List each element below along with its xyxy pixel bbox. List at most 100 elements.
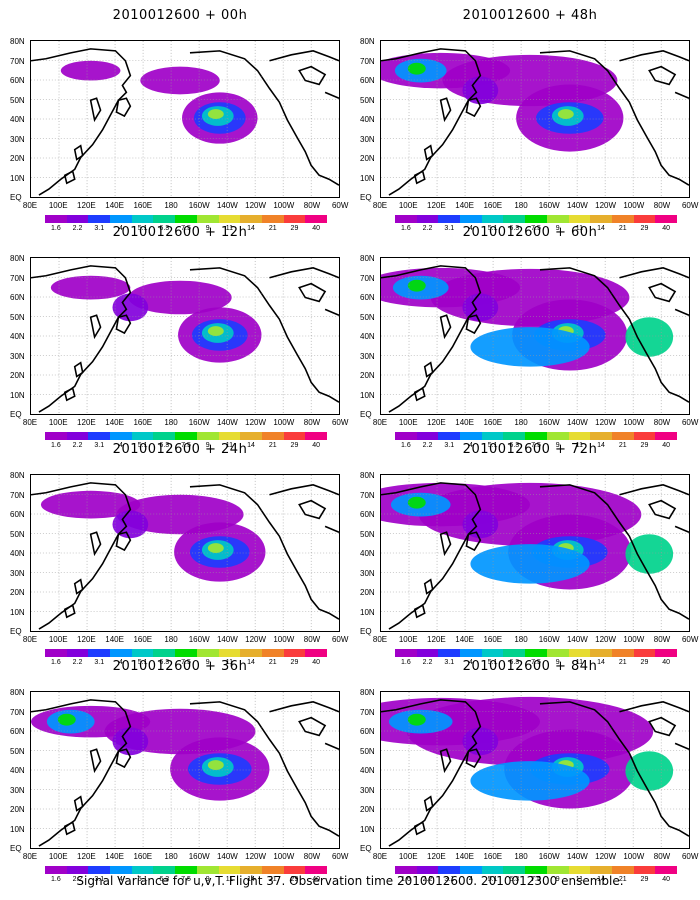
lon-label: 120W xyxy=(595,201,617,210)
lon-label: 80E xyxy=(22,852,38,861)
colorbar-label: 14 xyxy=(247,225,255,232)
lon-label: 160E xyxy=(133,418,153,427)
lon-label: 60W xyxy=(331,418,349,427)
lat-label: 10N xyxy=(360,607,375,617)
colorbar-swatch xyxy=(196,866,219,874)
lat-label: 20N xyxy=(10,588,25,597)
colorbar-swatch xyxy=(45,215,67,223)
colorbar-swatch xyxy=(88,215,111,223)
lon-label: 80W xyxy=(303,635,321,644)
lon-label: 160E xyxy=(483,635,503,644)
colorbar-swatch xyxy=(45,649,67,657)
variance-map xyxy=(30,474,340,632)
lat-label: 80N xyxy=(10,37,25,46)
colorbar-label: 4 xyxy=(468,876,473,883)
lon-label: 180 xyxy=(164,852,178,861)
colorbar-swatch xyxy=(655,866,677,874)
colorbar-label: 29 xyxy=(640,442,649,449)
variance-map xyxy=(30,691,340,849)
colorbar-swatch xyxy=(503,649,526,657)
colorbar-swatch xyxy=(66,649,89,657)
colorbar-swatch xyxy=(611,432,634,440)
lat-label: EQ xyxy=(360,844,372,853)
colorbar xyxy=(45,866,327,874)
colorbar-label: 9 xyxy=(555,659,560,666)
colorbar-swatch xyxy=(110,432,132,440)
colorbar-swatch xyxy=(590,215,612,223)
colorbar-swatch xyxy=(131,866,154,874)
forecast-panel: 2010012600 + 00h 80N 70N 60N 50N 40N 30N 20N 10N… xyxy=(10,8,350,232)
colorbar-label: 1.6 xyxy=(400,225,411,232)
lon-label: 100W xyxy=(273,418,295,427)
colorbar-swatch xyxy=(305,215,327,223)
lat-label: 50N xyxy=(360,95,375,105)
colorbar-swatch xyxy=(153,649,176,657)
lon-label: 140W xyxy=(216,201,238,210)
lon-label: 120W xyxy=(245,418,267,427)
colorbar-label: 40 xyxy=(312,225,321,232)
colorbar-swatch xyxy=(655,215,677,223)
colorbar-label: 2.2 xyxy=(422,225,433,232)
panel-title: 2010012600 + 48h xyxy=(462,8,598,23)
colorbar-swatch xyxy=(305,866,327,874)
panel-title: 2010012600 + 60h xyxy=(462,225,598,240)
colorbar-swatch xyxy=(525,432,547,440)
colorbar-label: 1.6 xyxy=(50,442,61,449)
colorbar-swatch xyxy=(611,866,634,874)
lon-label: 80W xyxy=(653,852,671,861)
colorbar-label: 6.3 xyxy=(509,225,520,232)
colorbar-label: 14 xyxy=(597,442,605,449)
colorbar-swatch xyxy=(240,866,262,874)
lat-label: EQ xyxy=(10,627,22,636)
colorbar-label: 3.1 xyxy=(444,659,455,666)
lat-label: 20N xyxy=(360,371,375,380)
colorbar-label: 9 xyxy=(555,442,560,449)
lat-label: 50N xyxy=(360,529,375,539)
lon-label: 140E xyxy=(455,852,474,861)
lat-label: 10N xyxy=(10,173,25,183)
colorbar-swatch xyxy=(175,215,197,223)
colorbar-label: 14 xyxy=(597,225,605,232)
lon-label: 80W xyxy=(303,418,321,427)
colorbar-swatch xyxy=(416,866,439,874)
lat-label: 60N xyxy=(10,293,25,302)
colorbar-swatch xyxy=(218,649,241,657)
lat-label: 70N xyxy=(10,707,25,717)
colorbar-label: 6.3 xyxy=(509,876,520,883)
colorbar-swatch xyxy=(590,649,612,657)
colorbar-label: 11 xyxy=(225,442,234,449)
lat-label: 30N xyxy=(360,134,375,144)
colorbar-label: 21 xyxy=(268,659,277,666)
colorbar-label: 2.2 xyxy=(72,225,83,232)
lat-label: 20N xyxy=(360,588,375,597)
colorbar-swatch xyxy=(460,649,482,657)
forecast-panel: 2010012600 + 24h 80N 70N 60N 50N 40N 30N 20N 10N… xyxy=(10,442,350,666)
colorbar-swatch xyxy=(568,432,591,440)
panel-title: 2010012600 + 00h xyxy=(112,8,248,23)
lon-label: 80W xyxy=(653,418,671,427)
lon-label: 160E xyxy=(483,201,503,210)
lon-label: 160W xyxy=(188,201,210,210)
lon-label: 140W xyxy=(566,201,588,210)
colorbar-label: 1.6 xyxy=(400,876,411,883)
colorbar-label: 6.3 xyxy=(159,659,170,666)
colorbar-swatch xyxy=(218,215,241,223)
colorbar-swatch xyxy=(196,649,219,657)
colorbar-label: 7.5 xyxy=(181,225,191,232)
lat-label: EQ xyxy=(10,193,22,202)
lon-label: 80W xyxy=(653,635,671,644)
colorbar-label: 29 xyxy=(290,442,299,449)
colorbar-swatch xyxy=(611,649,634,657)
lat-label: 60N xyxy=(10,510,25,519)
colorbar-label: 5.1 xyxy=(487,442,498,449)
lon-label: 120E xyxy=(427,418,446,427)
colorbar-label: 3.1 xyxy=(444,225,455,232)
colorbar-labels: 1.6 2.2 3.1 4 5.1 6.3 7.5 9 11 14 21 29 40 xyxy=(395,659,677,667)
lat-label: 50N xyxy=(360,312,375,322)
colorbar-swatch xyxy=(66,215,89,223)
lon-label: 80E xyxy=(22,418,38,427)
colorbar-label: 11 xyxy=(225,225,234,232)
lat-label: 10N xyxy=(360,390,375,400)
colorbar-label: 9 xyxy=(205,225,210,232)
colorbar-label: 14 xyxy=(247,659,255,666)
